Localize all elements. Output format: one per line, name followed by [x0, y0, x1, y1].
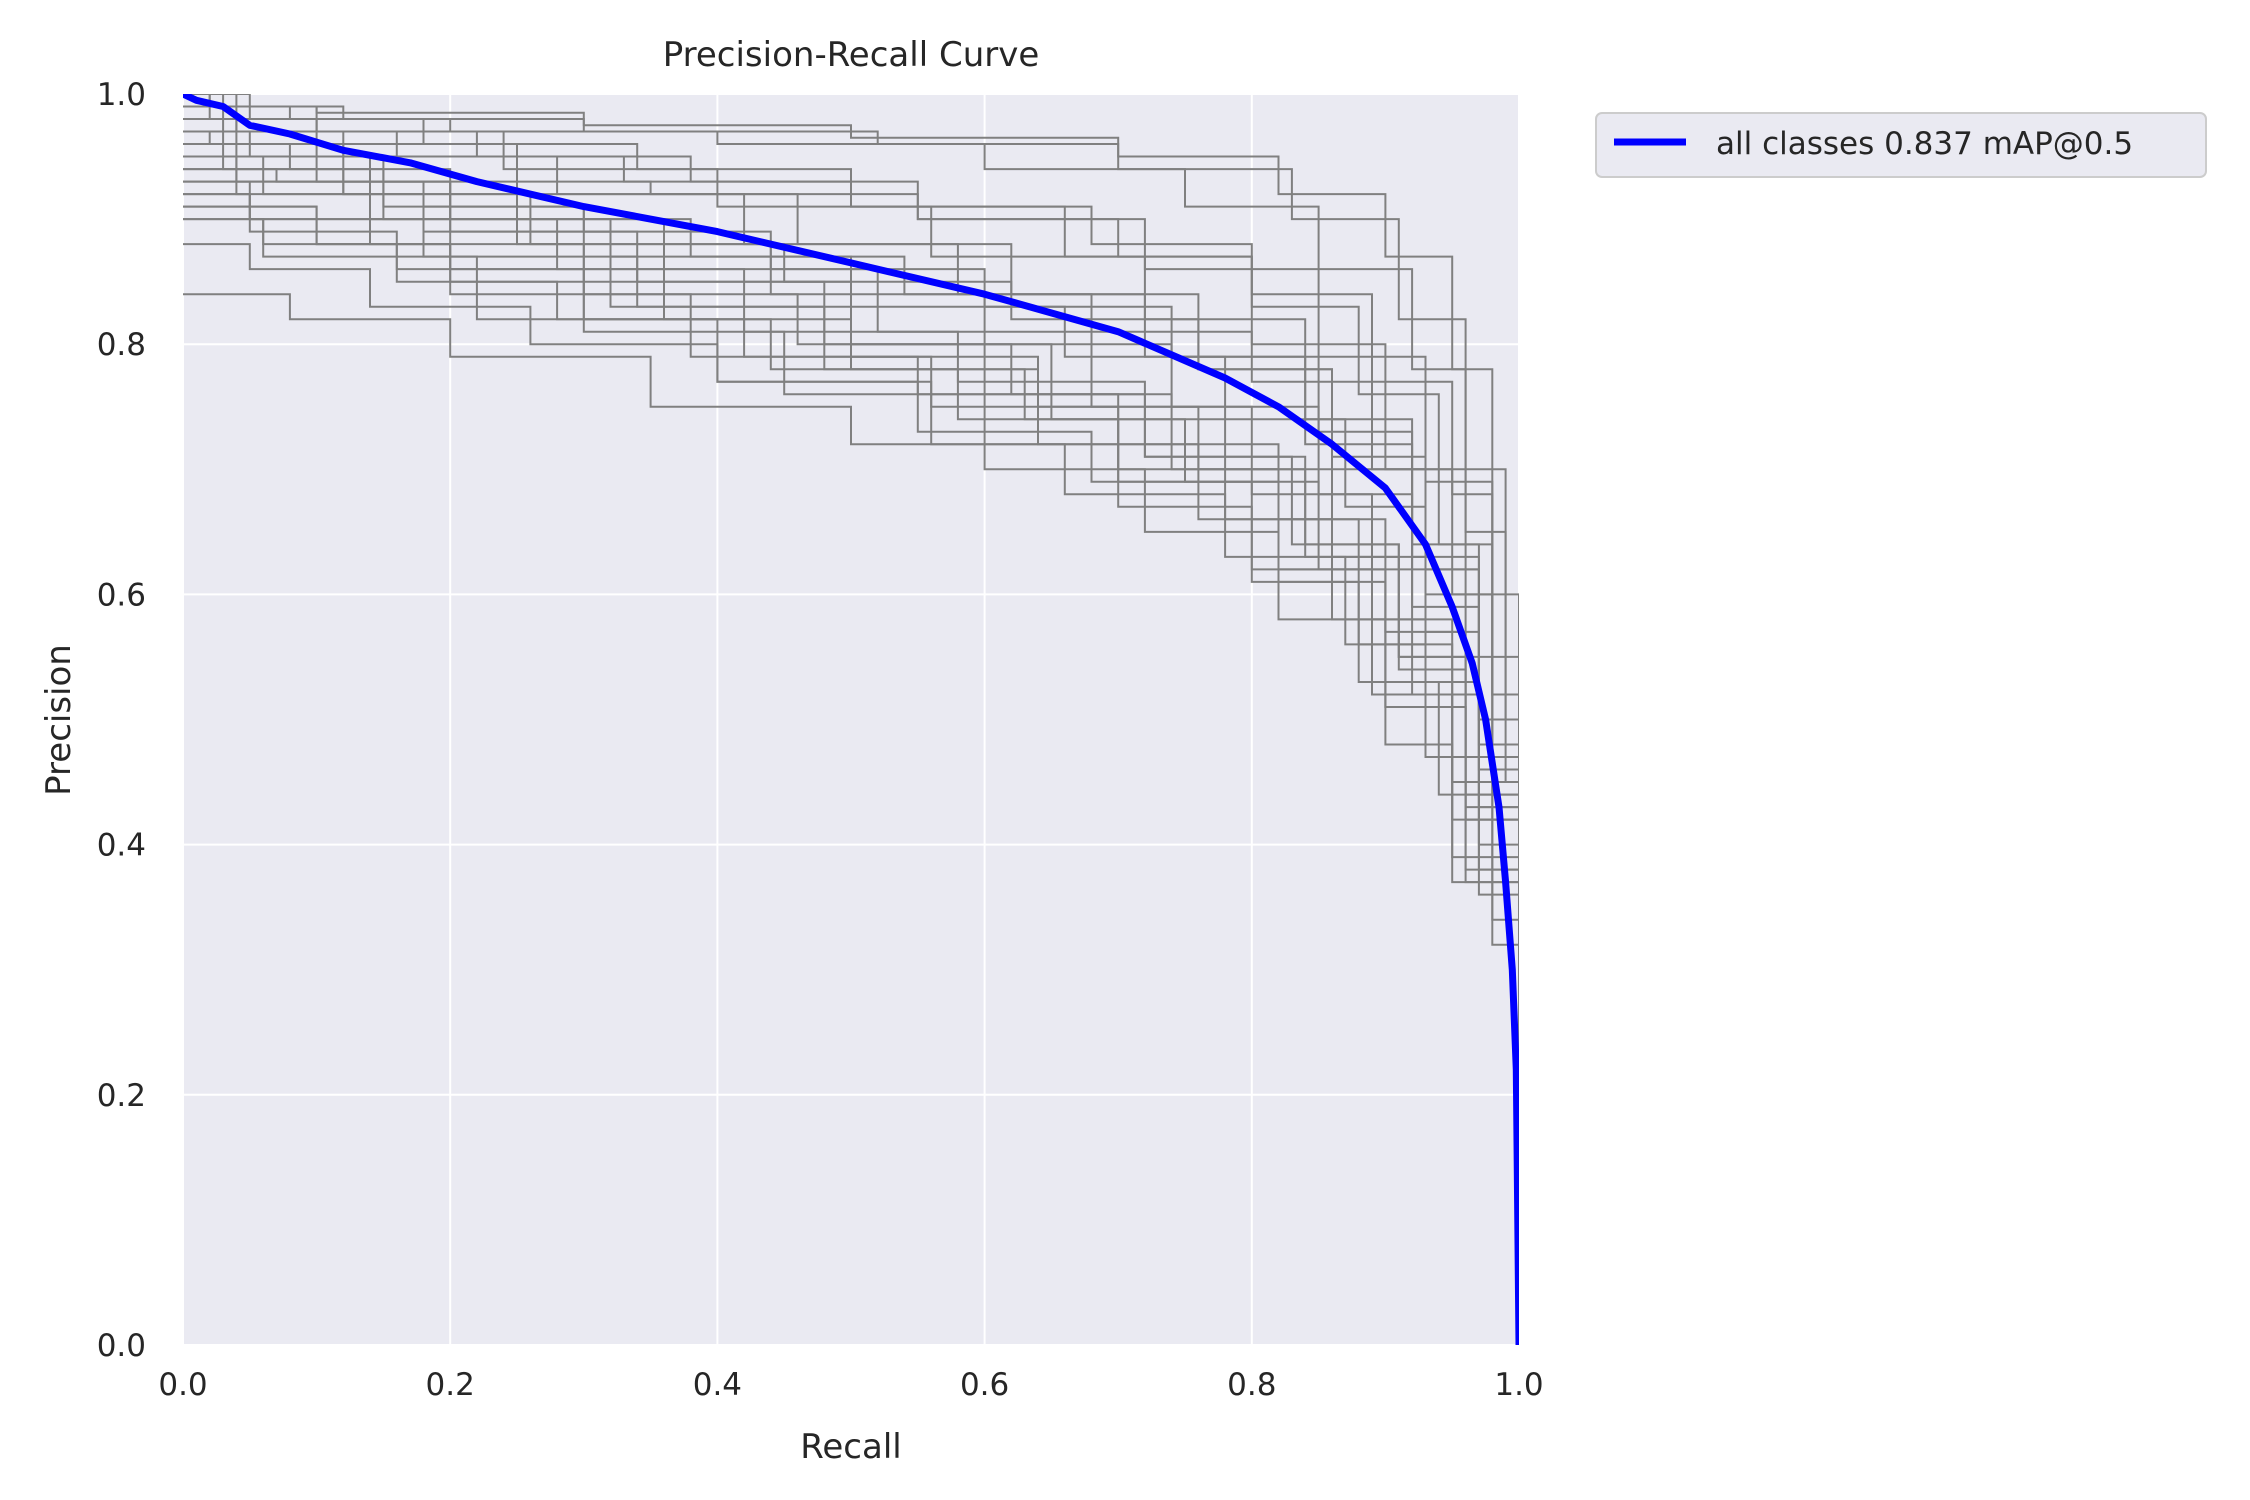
legend-label: all classes 0.837 mAP@0.5	[1716, 126, 2133, 162]
y-tick-label: 0.2	[97, 1078, 146, 1114]
y-tick-label: 0.4	[97, 828, 146, 864]
x-tick-labels: 0.0 0.2 0.4 0.6 0.8 1.0	[158, 1367, 1543, 1403]
x-tick-label: 1.0	[1494, 1367, 1543, 1403]
y-tick-label: 1.0	[97, 77, 146, 113]
legend-box	[1595, 112, 2207, 178]
all-classes-line	[183, 94, 1519, 1345]
x-tick-label: 0.8	[1227, 1367, 1276, 1403]
x-tick-label: 0.6	[960, 1367, 1009, 1403]
all-classes-series	[183, 94, 1519, 1345]
class-curve-line	[183, 94, 1519, 1345]
class-curve-line	[183, 193, 1519, 1345]
y-tick-label: 0.8	[97, 327, 146, 363]
x-tick-label: 0.4	[693, 1367, 742, 1403]
x-tick-label: 0.0	[158, 1367, 207, 1403]
class-curve-line	[183, 205, 1519, 1345]
x-axis-label: Recall	[800, 1427, 901, 1467]
y-axis-label: Precision	[39, 644, 79, 796]
y-tick-labels: 0.0 0.2 0.4 0.6 0.8 1.0	[97, 77, 146, 1364]
class-curves	[183, 94, 1519, 1345]
y-tick-label: 0.0	[97, 1328, 146, 1364]
y-tick-label: 0.6	[97, 577, 146, 613]
chart-title: Precision-Recall Curve	[663, 35, 1040, 75]
x-tick-label: 0.2	[426, 1367, 475, 1403]
legend: all classes 0.837 mAP@0.5	[1595, 112, 2207, 178]
class-curve-line	[183, 130, 1519, 1345]
